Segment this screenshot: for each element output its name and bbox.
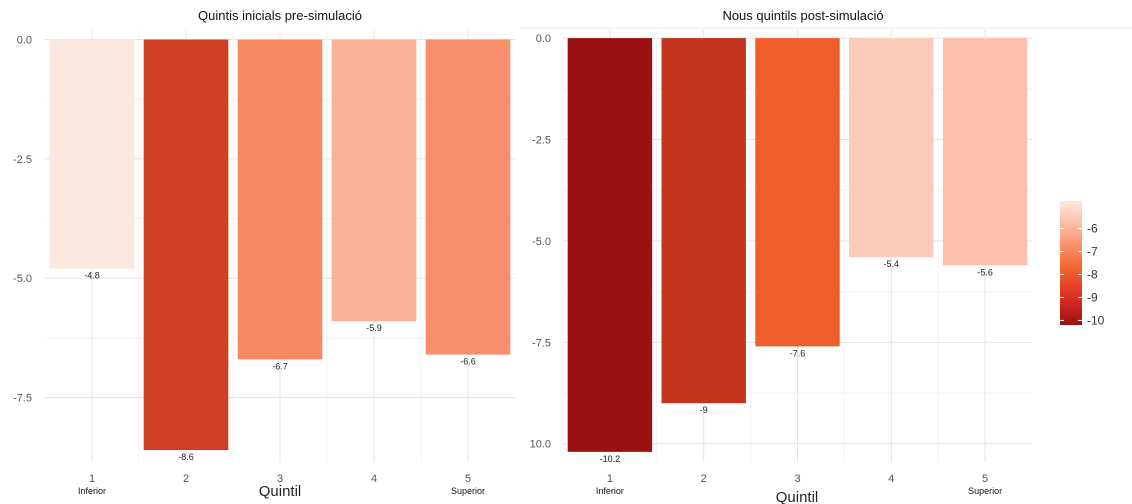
x-tick-label: 3 <box>794 473 800 485</box>
bar-quintil-1 <box>49 39 135 269</box>
x-tick-label: 2 <box>701 473 707 485</box>
bar-quintil-5 <box>425 39 511 355</box>
legend-tick-label: -9 <box>1087 290 1098 304</box>
y-tick-label: -7.5 <box>532 337 551 349</box>
y-tick-label: 0.0 <box>17 35 32 47</box>
x-tick-label: 4 <box>371 473 377 485</box>
x-axis-label: Quintil <box>776 489 819 504</box>
bar-value-label: -8.6 <box>178 452 194 462</box>
x-tick-label: 5 <box>465 473 471 485</box>
y-tick-label: -5.0 <box>13 273 32 285</box>
bar-quintil-3 <box>755 38 840 347</box>
x-tick-sublabel: Superior <box>968 486 1002 496</box>
bar-value-label: -9 <box>700 405 708 415</box>
x-tick-sublabel: Superior <box>451 486 485 496</box>
chart-title: Quintis inicials pre-simulació <box>198 8 362 23</box>
bar-quintil-2 <box>143 39 229 451</box>
legend-tick-label: -8 <box>1087 267 1098 281</box>
bar-value-label: -6.7 <box>272 361 288 371</box>
x-tick-sublabel: Inferior <box>596 486 624 496</box>
legend-colorbar <box>1060 201 1082 325</box>
x-tick-label: 4 <box>888 473 894 485</box>
bar-value-label: -6.6 <box>460 357 476 367</box>
y-tick-label: -5.0 <box>532 236 551 248</box>
x-tick-label: 3 <box>277 473 283 485</box>
bar-quintil-2 <box>661 38 746 404</box>
y-tick-label: -2.5 <box>13 154 32 166</box>
x-tick-sublabel: Inferior <box>78 486 106 496</box>
bar-quintil-1 <box>567 38 653 452</box>
bar-value-label: -5.9 <box>366 323 382 333</box>
bar-quintil-5 <box>942 38 1028 266</box>
legend-tick-label: -6 <box>1087 222 1098 236</box>
y-tick-label: -2.5 <box>532 135 551 147</box>
x-tick-label: 2 <box>183 473 189 485</box>
bar-value-label: -10.2 <box>600 454 621 464</box>
bar-quintil-3 <box>237 39 323 360</box>
color-legend: -6 -7 -8 -9 -10 <box>1060 201 1105 327</box>
x-axis-label: Quintil <box>259 483 302 500</box>
chart-panel-1: -4.8 -8.6 -6.7 -5.9 -6.6 0.0 -2.5 -5.0 -7.5 1Infe… <box>13 8 515 500</box>
chart-panel-2: -10.2 -9 -7.6 -5.4 -5.6 0.0 -2.5 -5.0 -7.5 10.0 1I… <box>530 8 1032 504</box>
x-tick-label: 5 <box>982 473 988 485</box>
y-tick-label: 10.0 <box>530 439 551 451</box>
chart-title: Nous quintils post-simulació <box>722 8 883 23</box>
bar-value-label: -4.8 <box>84 271 100 281</box>
y-tick-label: 0.0 <box>536 33 551 45</box>
x-tick-label: 1 <box>89 473 95 485</box>
bar-value-label: -5.6 <box>977 267 993 277</box>
bar-value-label: -5.4 <box>884 259 900 269</box>
legend-tick-label: -7 <box>1087 245 1098 259</box>
bar-quintil-4 <box>849 38 934 258</box>
y-tick-label: -7.5 <box>13 393 32 405</box>
legend-tick-label: -10 <box>1087 313 1105 327</box>
bar-value-label: -7.6 <box>790 348 806 358</box>
x-tick-label: 1 <box>607 473 613 485</box>
bar-quintil-4 <box>331 39 417 322</box>
